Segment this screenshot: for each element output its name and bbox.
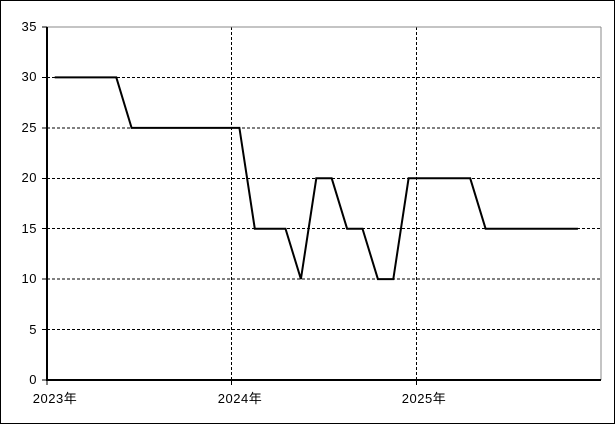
y-tick-label-5: 5 (29, 322, 37, 337)
y-tick-label-35: 35 (21, 19, 37, 34)
x-tick-label-2023: 2023年 (32, 391, 78, 406)
y-tick-label-15: 15 (21, 221, 37, 236)
y-tick-label-20: 20 (21, 170, 37, 185)
y-tick-label-25: 25 (21, 120, 37, 135)
y-tick-label-10: 10 (21, 271, 37, 286)
x-tick-label-2025: 2025年 (401, 391, 447, 406)
y-tick-label-0: 0 (29, 372, 37, 387)
y-tick-label-30: 30 (21, 69, 37, 84)
data-line-series-1 (54, 76, 578, 281)
x-tick-label-2024: 2024年 (217, 391, 263, 406)
